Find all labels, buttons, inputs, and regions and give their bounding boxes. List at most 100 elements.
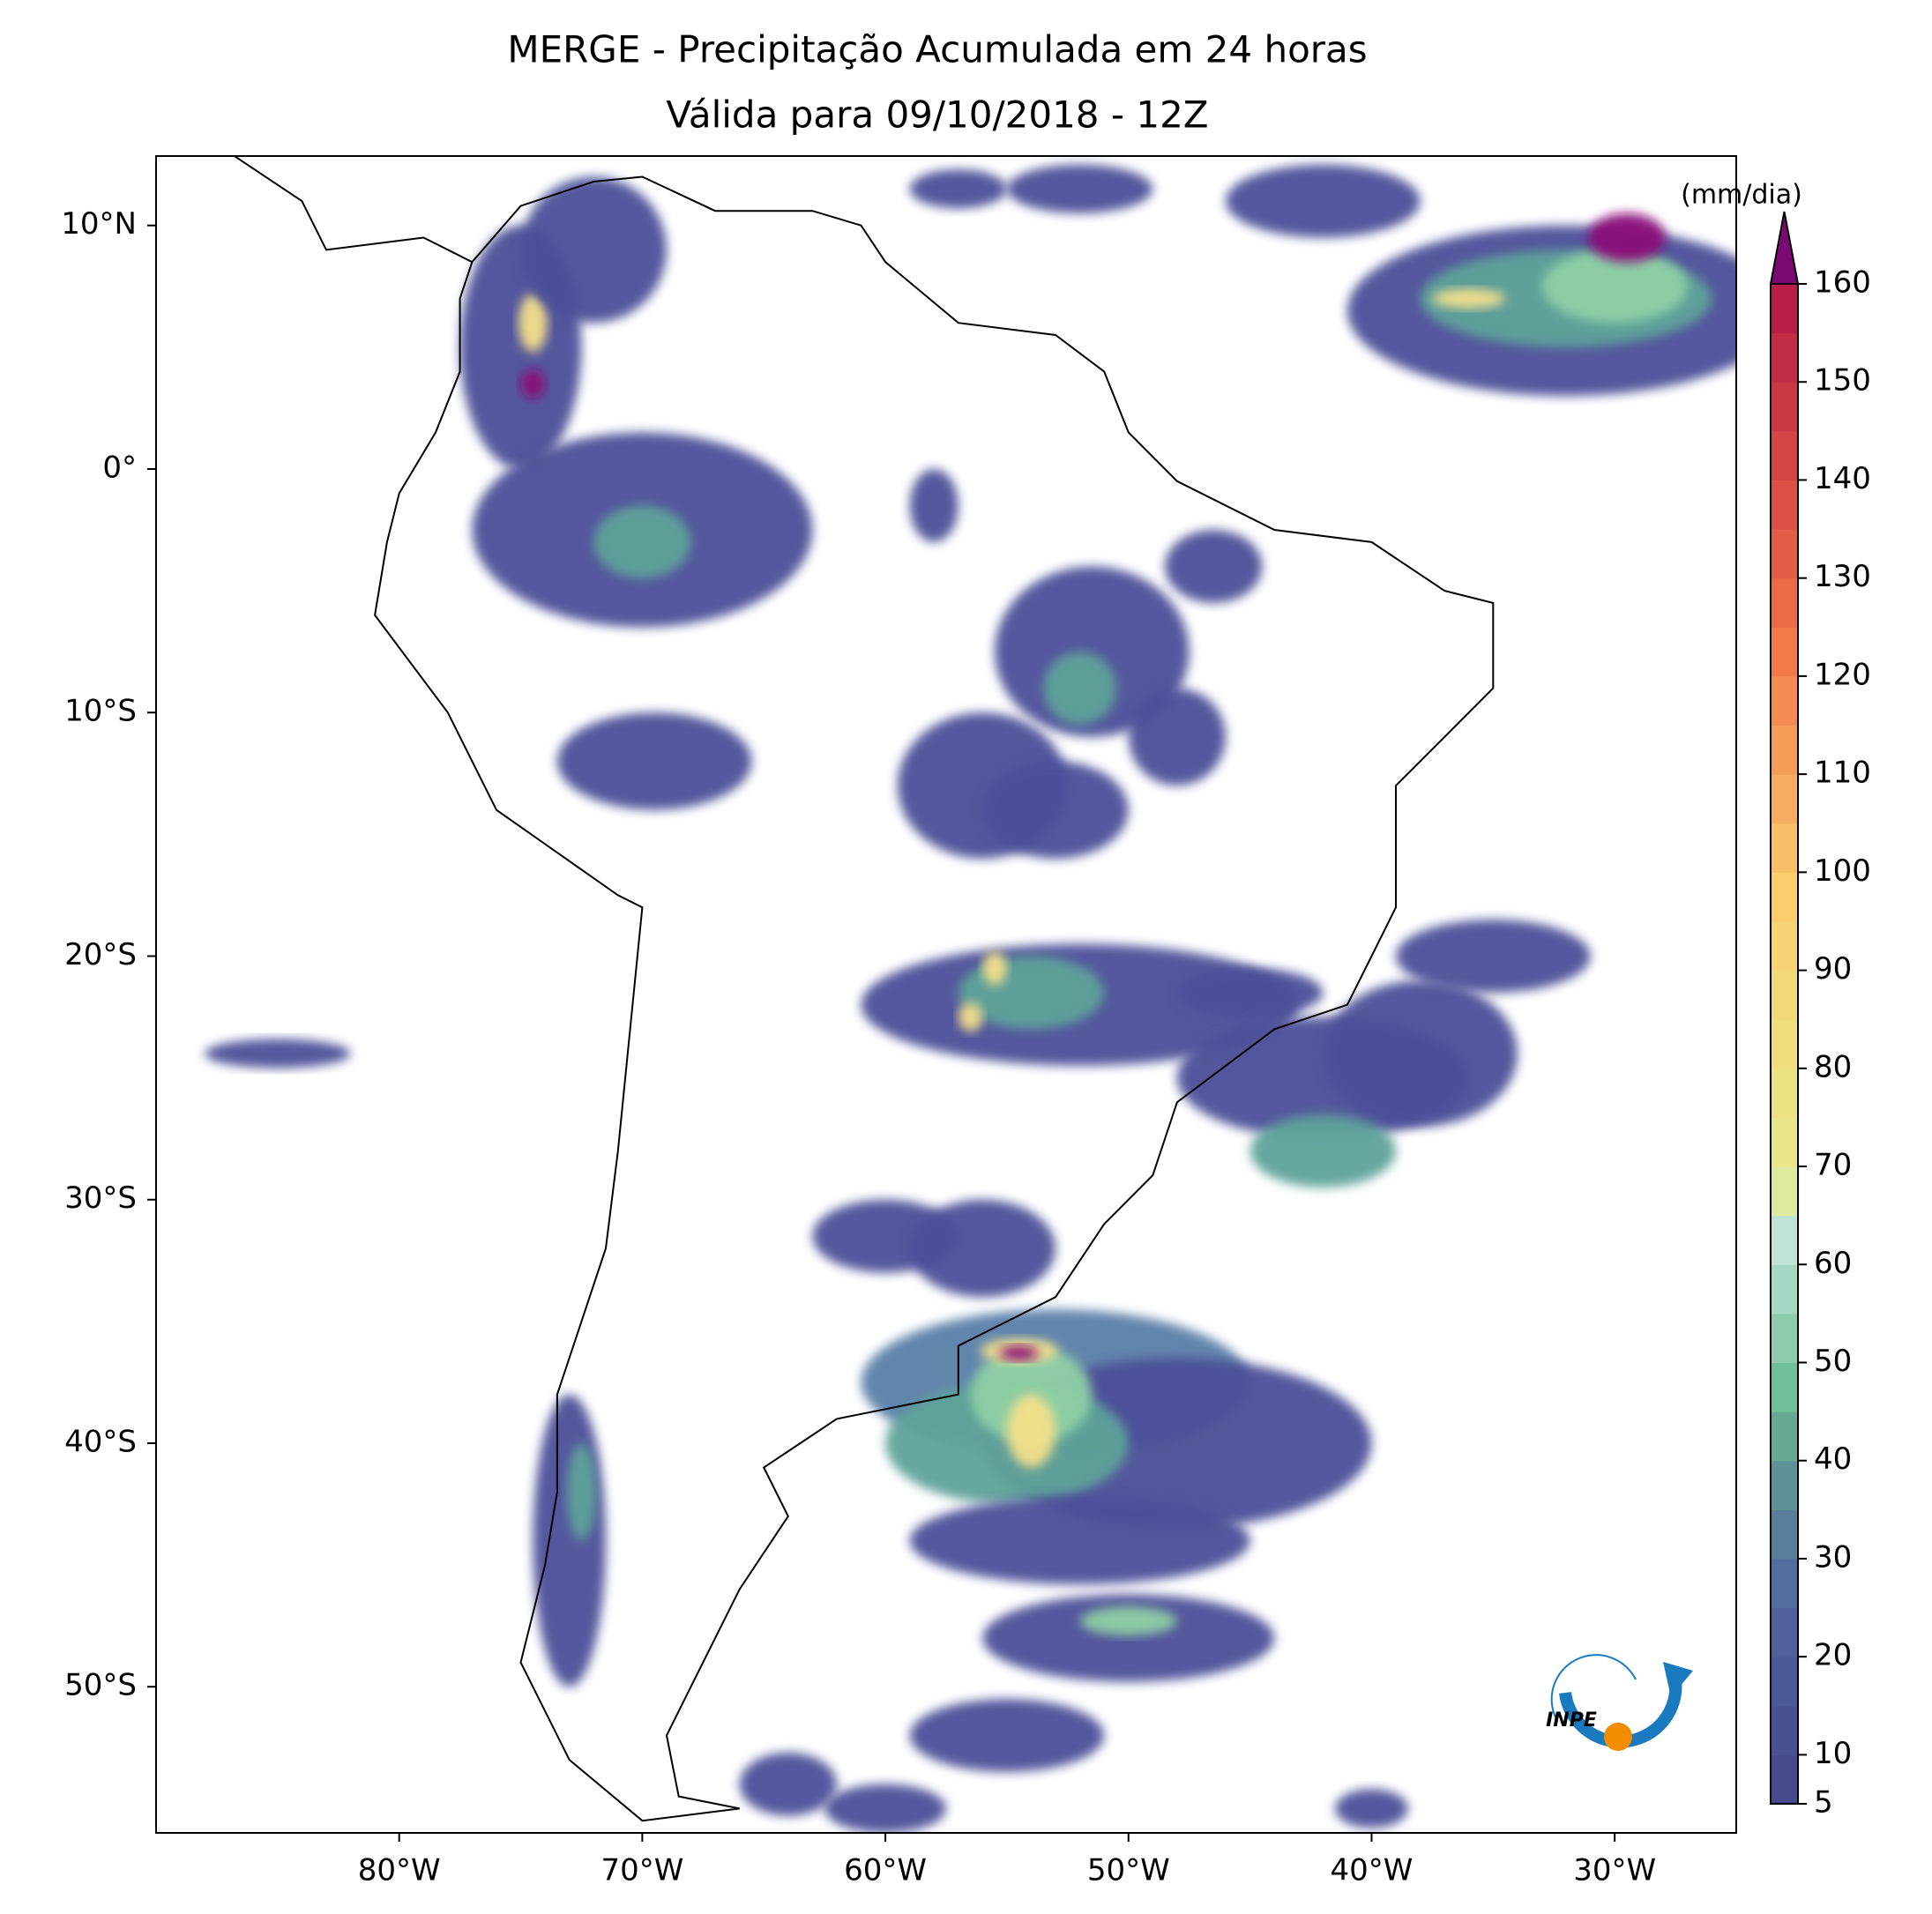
colorbar-segment [1771,774,1798,824]
x-tick-label: 60°W [844,1853,927,1888]
colorbar-tick-label: 120 [1814,657,1871,692]
colorbar-tick-label: 5 [1814,1785,1833,1821]
precip-area [958,1002,983,1032]
colorbar-segment [1771,1558,1798,1609]
colorbar-segment [1771,1754,1798,1805]
colorbar-segment [1771,872,1798,922]
logo-orbit [1550,1654,1637,1720]
colorbar-segment [1771,332,1798,383]
colorbar-segment [1771,675,1798,726]
y-tick-label: 10°S [64,694,137,729]
colorbar-segment [1771,382,1798,432]
logo-dot [1604,1723,1632,1751]
colorbar-segment [1771,1117,1798,1167]
precip-area [909,1199,1056,1298]
precip-area [1335,1789,1408,1828]
y-tick-label: 30°S [64,1180,137,1216]
y-tick-label: 40°S [64,1424,137,1459]
colorbar-segment [1771,1068,1798,1119]
x-tick-label: 80°W [358,1853,441,1888]
colorbar-segment [1771,1019,1798,1069]
colorbar-tick-label: 80 [1814,1049,1852,1084]
colorbar-tick-label: 150 [1814,363,1871,398]
precip-area [982,761,1129,859]
colorbar-unit: (mm/dia) [1681,180,1802,211]
precip-area [1176,968,1324,1017]
precip-area [566,1442,597,1541]
colorbar-tick-label: 30 [1814,1539,1852,1575]
x-tick-label: 70°W [600,1853,683,1888]
colorbar-segment [1771,627,1798,677]
precip-area [909,1496,1250,1585]
precip-area [1165,530,1263,603]
precip-area [909,468,959,542]
precip-area [1541,249,1688,324]
precip-area [533,1394,607,1687]
colorbar-segment [1771,725,1798,775]
colorbar-segment [1771,1509,1798,1560]
colorbar-tick-label: 70 [1814,1148,1852,1183]
precip-area [995,566,1190,737]
colorbar-segment [1771,1657,1798,1707]
precip-area [982,950,1007,986]
colorbar-segment [1771,823,1798,873]
precip-area [1128,688,1227,786]
precip-area [1587,212,1667,263]
map-frame [155,155,1737,1834]
colorbar-segment [1771,1215,1798,1265]
colorbar-segment [1771,920,1798,972]
colorbar-segment [1771,577,1798,628]
colorbar-tick-label: 20 [1814,1638,1852,1673]
logo-arrow [1663,1662,1693,1697]
colorbar-segment [1771,1264,1798,1314]
colorbar-segment [1771,284,1798,334]
colorbar-segment [1771,1607,1798,1657]
precip-area [1432,288,1506,309]
y-tick-label: 10°N [61,206,137,242]
colorbar-segment [1771,1460,1798,1510]
logo-text: INPE [1546,1709,1597,1732]
colorbar-tick-label: 50 [1814,1344,1852,1379]
x-tick-label: 30°W [1573,1853,1656,1888]
precip-area [909,169,1007,209]
precip-area [1043,652,1116,726]
colorbar-segment [1771,1411,1798,1462]
colorbar-segment [1771,1362,1798,1412]
precip-area [205,1039,351,1069]
precip-area [909,1699,1105,1772]
colorbar-tick-label: 100 [1814,853,1871,889]
colorbar-segment [1771,1166,1798,1217]
colorbar-segment [1771,529,1798,579]
precip-area [1396,920,1591,993]
subtitle: Válida para 09/10/2018 - 12Z [666,93,1208,137]
precip-area [1323,980,1518,1127]
colorbar-tick-label: 60 [1814,1246,1852,1281]
colorbar-segment [1771,1313,1798,1364]
precip-area [1079,1606,1177,1636]
colorbar-segment [1771,1705,1798,1755]
colorbar-tick-label: 10 [1814,1736,1852,1771]
title: MERGE - Precipitação Acumulada em 24 hor… [507,28,1367,71]
map [205,156,1736,1833]
precip-area [1006,164,1153,213]
colorbar-segment [1771,430,1798,481]
precip-area [1006,1394,1056,1468]
precip-area [520,176,667,324]
colorbar-tick-label: 40 [1814,1441,1852,1477]
y-tick-label: 50°S [64,1668,137,1703]
coastline [233,156,1495,1822]
precip-area [999,1345,1039,1361]
logo: INPE [1546,1654,1693,1751]
precip-area [520,369,546,398]
colorbar-segment [1771,970,1798,1020]
precip-area [739,1752,837,1816]
colorbar-tick-label: 90 [1814,951,1852,987]
colorbar-frame [1770,283,1799,1805]
precip-area [1249,1114,1397,1188]
precip-area [982,1594,1275,1682]
colorbar: 5 10 20 30 40 50 60 70 80 90 100 110 120 130 140 150 160 [1769,211,1871,1821]
colorbar-tick-label: 160 [1814,265,1871,301]
x-tick-label: 50°W [1087,1853,1170,1888]
colorbar-tick-label: 140 [1814,461,1871,496]
